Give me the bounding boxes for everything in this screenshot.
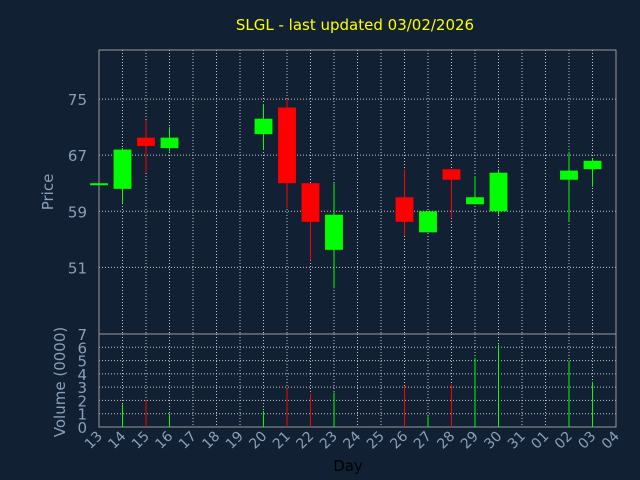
- x-tick-label: 19: [223, 429, 247, 453]
- x-axis-label: Day: [333, 457, 363, 475]
- x-tick-label: 18: [199, 429, 223, 453]
- x-tick-label: 25: [364, 429, 388, 453]
- volume-tick-label: 3: [77, 379, 87, 397]
- x-tick-label: 01: [528, 429, 552, 453]
- candle-body: [395, 197, 414, 222]
- volume-tick-label: 5: [77, 353, 87, 371]
- volume-tick-label: 2: [77, 392, 87, 410]
- x-tick-label: 27: [411, 429, 435, 453]
- candle-body: [254, 118, 273, 135]
- price-tick-label: 59: [68, 203, 87, 221]
- candle-body: [560, 170, 578, 180]
- candle-body: [583, 160, 602, 170]
- x-tick-label: 17: [176, 429, 200, 453]
- x-axis: 13 14 15 16 17 18 19 20 21 22 23 24 25 26 27 28 29 30 31 01…: [82, 428, 623, 452]
- x-tick-label: 15: [129, 429, 153, 453]
- candle-body: [301, 183, 320, 222]
- x-tick-label: 26: [387, 428, 411, 452]
- volume-panel-frame: [98, 333, 617, 428]
- candle-body: [419, 211, 437, 233]
- x-tick-label: 31: [505, 429, 529, 453]
- x-tick-label: 28: [434, 429, 458, 453]
- x-tick-label: 14: [105, 428, 129, 452]
- x-tick-label: 02: [552, 429, 576, 453]
- price-panel: 51 59 67 75: [68, 49, 617, 335]
- x-tick-label: 21: [270, 429, 294, 453]
- x-tick-label: 30: [481, 429, 505, 453]
- candle-body: [137, 137, 155, 147]
- x-tick-label: 03: [575, 429, 599, 453]
- volume-tick-label: 7: [77, 326, 87, 344]
- volume-tick-label: 0: [77, 419, 87, 437]
- x-tick-label: 29: [458, 429, 482, 453]
- y-axis-label: Price: [39, 174, 57, 211]
- volume-axis-label: Volume (0000): [51, 327, 69, 437]
- candle-body: [466, 197, 484, 205]
- candle-body: [442, 169, 461, 180]
- x-tick-label: 04: [599, 428, 623, 452]
- candle-body: [113, 149, 132, 189]
- volume-tick-label: 6: [77, 339, 87, 357]
- x-tick-label: 22: [293, 429, 317, 453]
- candle-body: [489, 172, 508, 212]
- candle-body: [160, 137, 179, 149]
- x-tick-label: 16: [152, 428, 176, 452]
- candle-body: [278, 107, 296, 184]
- price-tick-label: 75: [68, 91, 87, 109]
- x-tick-label: 24: [340, 428, 364, 452]
- price-tick-label: 51: [68, 259, 87, 277]
- x-tick-label: 20: [246, 429, 270, 453]
- price-tick-label: 67: [68, 147, 87, 165]
- volume-tick-label: 4: [77, 366, 87, 384]
- candle-body: [325, 214, 343, 250]
- candle-body: [90, 183, 108, 186]
- volume-tick-label: 1: [77, 406, 87, 424]
- x-tick-label: 23: [317, 429, 341, 453]
- chart-title: SLGL - last updated 03/02/2026: [236, 16, 474, 34]
